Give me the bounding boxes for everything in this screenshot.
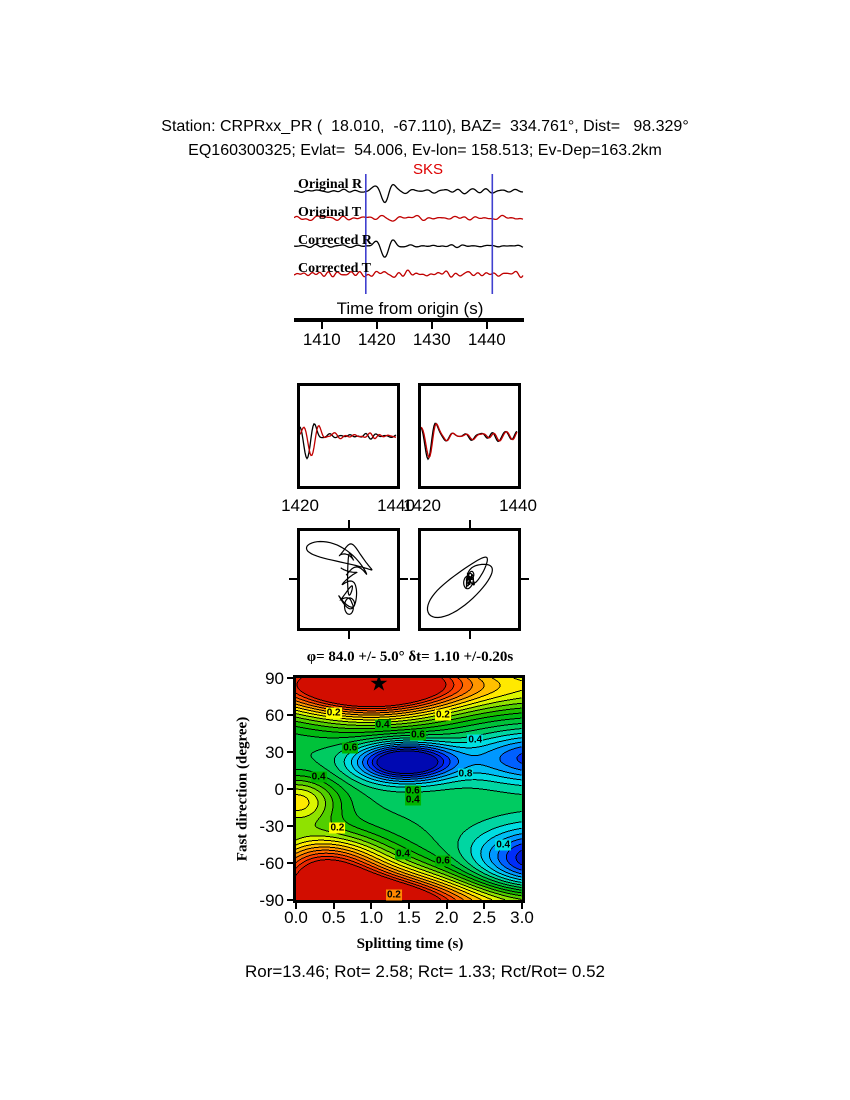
x-axis-tick <box>445 903 448 909</box>
y-tick-label: 60 <box>265 706 284 725</box>
particle-motion-corrected <box>426 556 493 619</box>
result-line: φ= 84.0 +/- 5.0° δt= 1.10 +/-0.20s <box>306 649 514 665</box>
contour-annotation: 0.4 <box>374 719 391 731</box>
y-axis-tick <box>287 862 293 864</box>
time-axis-tick <box>430 322 433 329</box>
y-axis-tick <box>287 751 293 753</box>
time-tick-label: 1420 <box>357 330 396 349</box>
particle-motion-path <box>305 540 373 615</box>
fast-slow-waveforms-corrected <box>420 422 518 461</box>
best-fit-star: ★ <box>368 671 389 697</box>
contour-annotation: 0.6 <box>434 855 451 867</box>
x-tick-label: 3.0 <box>510 908 534 927</box>
trace-label: Corrected T <box>298 261 371 276</box>
fast-slow-waveforms-original <box>299 423 397 460</box>
seismogram-trace <box>293 269 524 279</box>
x-tick-label: 2.0 <box>434 908 459 927</box>
seismogram-trace <box>293 214 524 222</box>
pm-axis-tick <box>521 578 529 580</box>
x-tick-label: 0.5 <box>321 908 346 927</box>
window-tick-label: 1440 <box>377 496 415 515</box>
trace-label: Original R <box>298 177 363 192</box>
window-tick-label: 1440 <box>499 496 537 515</box>
time-axis-title: Time from origin (s) <box>336 299 484 318</box>
window-tick-label: 1420 <box>403 496 441 515</box>
contour-annotation: 0.6 <box>404 785 421 797</box>
contour-annotation: 0.8 <box>457 768 474 780</box>
pm-axis-tick <box>347 520 350 528</box>
particle-motion-original <box>305 540 373 615</box>
y-axis-tick <box>287 899 293 901</box>
time-axis-tick <box>485 322 488 329</box>
window-tick-label: 1420 <box>281 496 319 515</box>
particle-motion-panel-original <box>297 528 400 631</box>
trace-label: Original T <box>298 205 362 220</box>
misfit-map-frame <box>293 675 525 903</box>
contour-annotation: 0.2 <box>329 822 346 834</box>
y-axis-tick <box>287 677 293 679</box>
contour-annotation: 0.6 <box>410 729 426 741</box>
x-axis-tick <box>295 903 297 909</box>
y-axis-tick <box>287 825 293 827</box>
time-axis-tick <box>375 322 378 329</box>
seismogram-trace <box>293 239 524 258</box>
component-trace-2 <box>299 424 397 457</box>
contour-annotation: 0.4 <box>395 848 411 860</box>
contour-annotation: 0.2 <box>325 707 342 719</box>
trace-label: Corrected R <box>298 233 372 248</box>
y-tick-label: 0 <box>274 780 284 799</box>
contour-annotation: 0.4 <box>310 771 327 783</box>
pm-axis-tick <box>468 631 471 639</box>
y-tick-label: 90 <box>265 669 284 688</box>
x-tick-label: 1.0 <box>359 908 384 927</box>
y-tick-label: -90 <box>259 891 284 910</box>
time-axis-tick <box>320 322 323 329</box>
particle-motion-path <box>426 556 493 619</box>
contour-annotation: 0.6 <box>342 742 359 754</box>
y-tick-label: 30 <box>265 743 284 762</box>
x-axis-tick <box>521 903 523 909</box>
contour-annotation: 0.4 <box>495 839 512 850</box>
pm-axis-tick <box>468 520 471 528</box>
y-axis-tick <box>287 714 293 716</box>
component-trace-1 <box>299 423 397 460</box>
time-tick-label: 1440 <box>467 330 506 349</box>
station-header: Station: CRPRxx_PR ( 18.010, -67.110), B… <box>161 118 689 135</box>
x-axis-tick <box>332 903 335 909</box>
time-tick-label: 1430 <box>412 330 451 349</box>
pm-axis-tick <box>347 631 350 639</box>
component-trace-2 <box>420 423 518 459</box>
particle-motion-panel-corrected <box>418 528 521 631</box>
phase-label: SKS <box>413 161 444 178</box>
contour-annotation: 0.4 <box>404 794 421 806</box>
seismogram-panel <box>293 166 524 300</box>
x-tick-label: 1.5 <box>397 908 421 927</box>
time-tick-label: 1410 <box>302 330 341 349</box>
fast-slow-panel-original <box>297 383 400 489</box>
y-tick-label: -30 <box>259 817 284 836</box>
contour-annotation: 0.2 <box>434 709 451 721</box>
contour-annotation: 0.4 <box>467 734 484 746</box>
time-axis-line <box>294 318 524 322</box>
x-axis-title: Splitting time (s) <box>356 936 464 952</box>
footer-stats: Ror=13.46; Rot= 2.58; Rct= 1.33; Rct/Rot… <box>244 962 606 981</box>
contour-annotation: 0.2 <box>385 889 402 901</box>
x-axis-tick <box>370 903 373 909</box>
fast-slow-panel-corrected <box>418 383 521 489</box>
y-tick-label: -60 <box>259 854 284 873</box>
y-axis-tick <box>287 788 293 790</box>
x-tick-label: 0.0 <box>284 908 308 927</box>
x-tick-label: 2.5 <box>472 908 497 927</box>
pm-axis-tick <box>410 578 418 580</box>
event-header: EQ160300325; Evlat= 54.006, Ev-lon= 158.… <box>188 142 662 159</box>
seismogram-trace <box>293 183 524 204</box>
component-trace-1 <box>420 422 518 461</box>
x-axis-tick <box>408 903 410 909</box>
pm-axis-tick <box>400 578 408 580</box>
pm-axis-tick <box>289 578 297 580</box>
x-axis-tick <box>483 903 486 909</box>
seismogram-svg <box>293 174 524 294</box>
